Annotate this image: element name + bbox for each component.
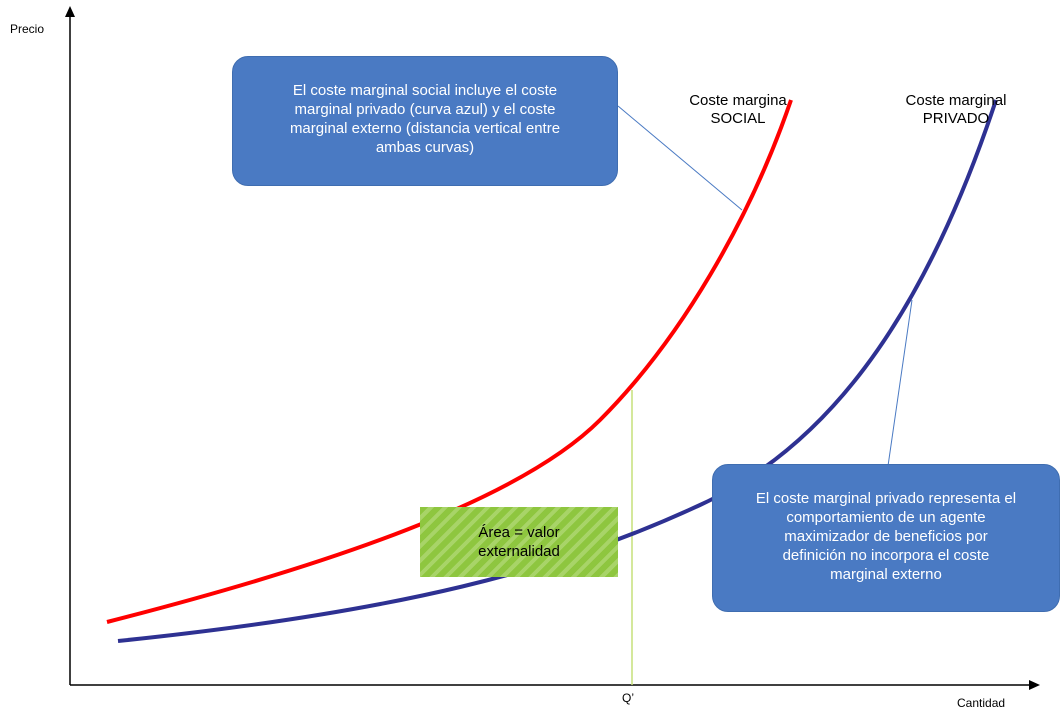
private-callout-line2: comportamiento de un agente [786, 509, 986, 526]
private-callout-line3: maximizador de beneficios por [784, 528, 988, 545]
private-curve-label-line1: Coste marginal [905, 92, 1007, 109]
x-axis-arrow [1029, 680, 1040, 690]
social-callout-line2: marginal privado (curva azul) y el coste [294, 101, 556, 118]
social-curve-label-line1: Coste margina [689, 92, 787, 109]
social-callout-line4: ambas curvas) [375, 139, 475, 156]
q-prime-label: Q’ [622, 691, 634, 705]
social-curve-label: Coste margina SOCIAL [672, 92, 804, 128]
y-axis-label: Precio [10, 22, 45, 36]
area-box-line2: externalidad [478, 543, 560, 560]
social-marginal-cost-curve [106, 99, 793, 624]
externality-area-box: Área = valor externalidad [420, 507, 618, 577]
private-callout-leader [887, 299, 913, 467]
social-curve-label-line2: SOCIAL [710, 110, 766, 127]
private-cost-callout: El coste marginal privado representa el … [712, 464, 1060, 612]
social-callout-leader [617, 105, 743, 211]
y-axis-arrow [65, 6, 75, 17]
x-axis-label: Cantidad [957, 696, 1006, 710]
private-curve-label-line2: PRIVADO [922, 110, 990, 127]
private-callout-line4: definición no incorpora el coste [782, 547, 990, 564]
private-callout-line5: marginal externo [830, 566, 942, 583]
social-cost-callout: El coste marginal social incluye el cost… [232, 56, 618, 186]
social-callout-line3: marginal externo (distancia vertical ent… [289, 120, 561, 137]
area-box-line1: Área = valor [478, 524, 560, 541]
private-callout-line1: El coste marginal privado representa el [755, 490, 1017, 507]
social-callout-line1: El coste marginal social incluye el cost… [292, 82, 558, 99]
private-marginal-cost-curve [117, 99, 998, 643]
private-curve-label: Coste marginal PRIVADO [890, 92, 1022, 128]
